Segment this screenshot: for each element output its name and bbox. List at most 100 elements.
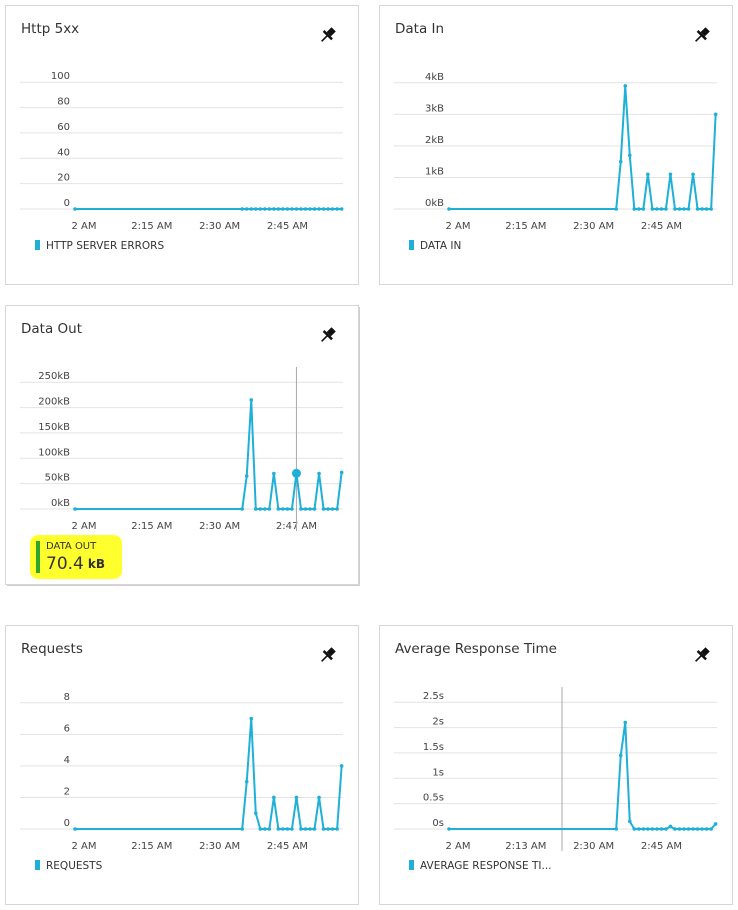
data-point [682, 207, 686, 211]
y-tick-label: 100 [51, 71, 70, 82]
y-tick-label: 0 [64, 818, 70, 829]
legend-swatch [35, 860, 40, 870]
data-point [646, 827, 650, 831]
pin-bar[interactable] [322, 650, 333, 661]
y-tick-label: 200kB [38, 397, 70, 408]
data-point [627, 153, 632, 158]
data-point [677, 827, 682, 831]
pin-head[interactable] [326, 327, 336, 337]
data-point [312, 827, 317, 831]
data-point [650, 827, 655, 831]
data-point [290, 827, 294, 831]
data-point [240, 207, 245, 211]
y-tick-label: 250kB [38, 371, 70, 382]
data-point [623, 84, 628, 88]
data-point [253, 811, 258, 816]
data-point [668, 172, 673, 177]
data-point [339, 764, 344, 768]
data-point [303, 827, 308, 831]
x-tick-label: 2:15 AM [131, 521, 172, 532]
data-point [249, 207, 254, 211]
data-point [614, 207, 619, 211]
data-point [244, 474, 249, 478]
pin-button[interactable] [691, 25, 712, 46]
data-point [249, 716, 254, 721]
pin-bar[interactable] [696, 30, 707, 41]
x-tick-label: 2:30 AM [573, 841, 614, 852]
y-tick-label: 80 [57, 97, 70, 108]
data-point [632, 207, 637, 211]
pin-bar[interactable] [322, 330, 333, 341]
tile-title: Data Out [21, 321, 82, 337]
data-point [73, 507, 77, 511]
data-point [263, 207, 267, 211]
data-point [713, 112, 718, 117]
pin-needle[interactable] [695, 35, 702, 42]
pin-needle[interactable] [321, 655, 328, 662]
data-point [447, 207, 451, 211]
data-point [267, 207, 272, 211]
pin-button[interactable] [317, 325, 338, 346]
data-point [664, 207, 668, 211]
x-tick-label: 2 AM [446, 221, 471, 232]
pin-needle[interactable] [321, 335, 328, 342]
pin-needle[interactable] [321, 35, 328, 42]
x-tick-label: 2:30 AM [199, 221, 240, 232]
y-tick-label: 8 [64, 692, 70, 703]
data-point [655, 827, 659, 831]
data-point [73, 827, 77, 831]
y-tick-label: 50kB [45, 473, 71, 484]
data-point [317, 207, 321, 211]
x-tick-label: 2:45 AM [267, 841, 308, 852]
pin-button[interactable] [317, 25, 338, 46]
pin-head[interactable] [700, 27, 710, 37]
summary-value: 70.4 kB [46, 554, 105, 574]
pin-needle[interactable] [695, 655, 702, 662]
data-point [673, 207, 677, 211]
data-point [641, 827, 646, 831]
data-point [290, 507, 294, 511]
legend-label: REQUESTS [46, 860, 103, 872]
y-tick-label: 2.5s [423, 691, 444, 702]
pin-head[interactable] [326, 27, 336, 37]
data-point [285, 507, 290, 511]
pin-button[interactable] [691, 645, 712, 666]
y-tick-label: 20 [57, 173, 70, 184]
legend-label: DATA OUT [46, 541, 97, 552]
data-point [312, 207, 317, 211]
data-point [249, 398, 254, 402]
pin-bar[interactable] [696, 650, 707, 661]
data-point [618, 159, 623, 164]
data-point [686, 207, 691, 211]
legend-label: DATA IN [420, 240, 461, 252]
pin-head[interactable] [326, 647, 336, 657]
x-tick-label: 2 AM [72, 521, 97, 532]
y-tick-label: 2kB [425, 135, 444, 146]
tile: Requests 0 2 4 6 8 2 AM 2:15 AM 2:30 AM 2:45 AM RE… [5, 625, 359, 905]
data-point [682, 827, 686, 831]
y-tick-label: 1.5s [423, 742, 444, 753]
data-point [673, 827, 677, 831]
data-point [272, 207, 276, 211]
y-tick-label: 60 [57, 122, 70, 133]
pin-bar[interactable] [322, 30, 333, 41]
data-point [240, 827, 245, 831]
tile: Data Out 0kB 50kB 100kB 150kB 200kB 250kB 2 AM 2… [5, 305, 360, 586]
data-point [299, 827, 303, 831]
data-point [267, 507, 272, 511]
pin-button[interactable] [317, 645, 338, 666]
data-point [650, 207, 655, 211]
y-tick-label: 4kB [425, 72, 444, 83]
y-tick-label: 1s [432, 767, 444, 778]
data-point [308, 827, 312, 831]
pin-head[interactable] [700, 647, 710, 657]
data-point [321, 207, 326, 211]
data-point [339, 470, 344, 475]
data-point [668, 824, 673, 829]
y-tick-label: 0s [432, 818, 444, 829]
tile-title: Http 5xx [21, 21, 79, 37]
data-point [713, 822, 718, 826]
y-tick-label: 0kB [425, 198, 444, 209]
